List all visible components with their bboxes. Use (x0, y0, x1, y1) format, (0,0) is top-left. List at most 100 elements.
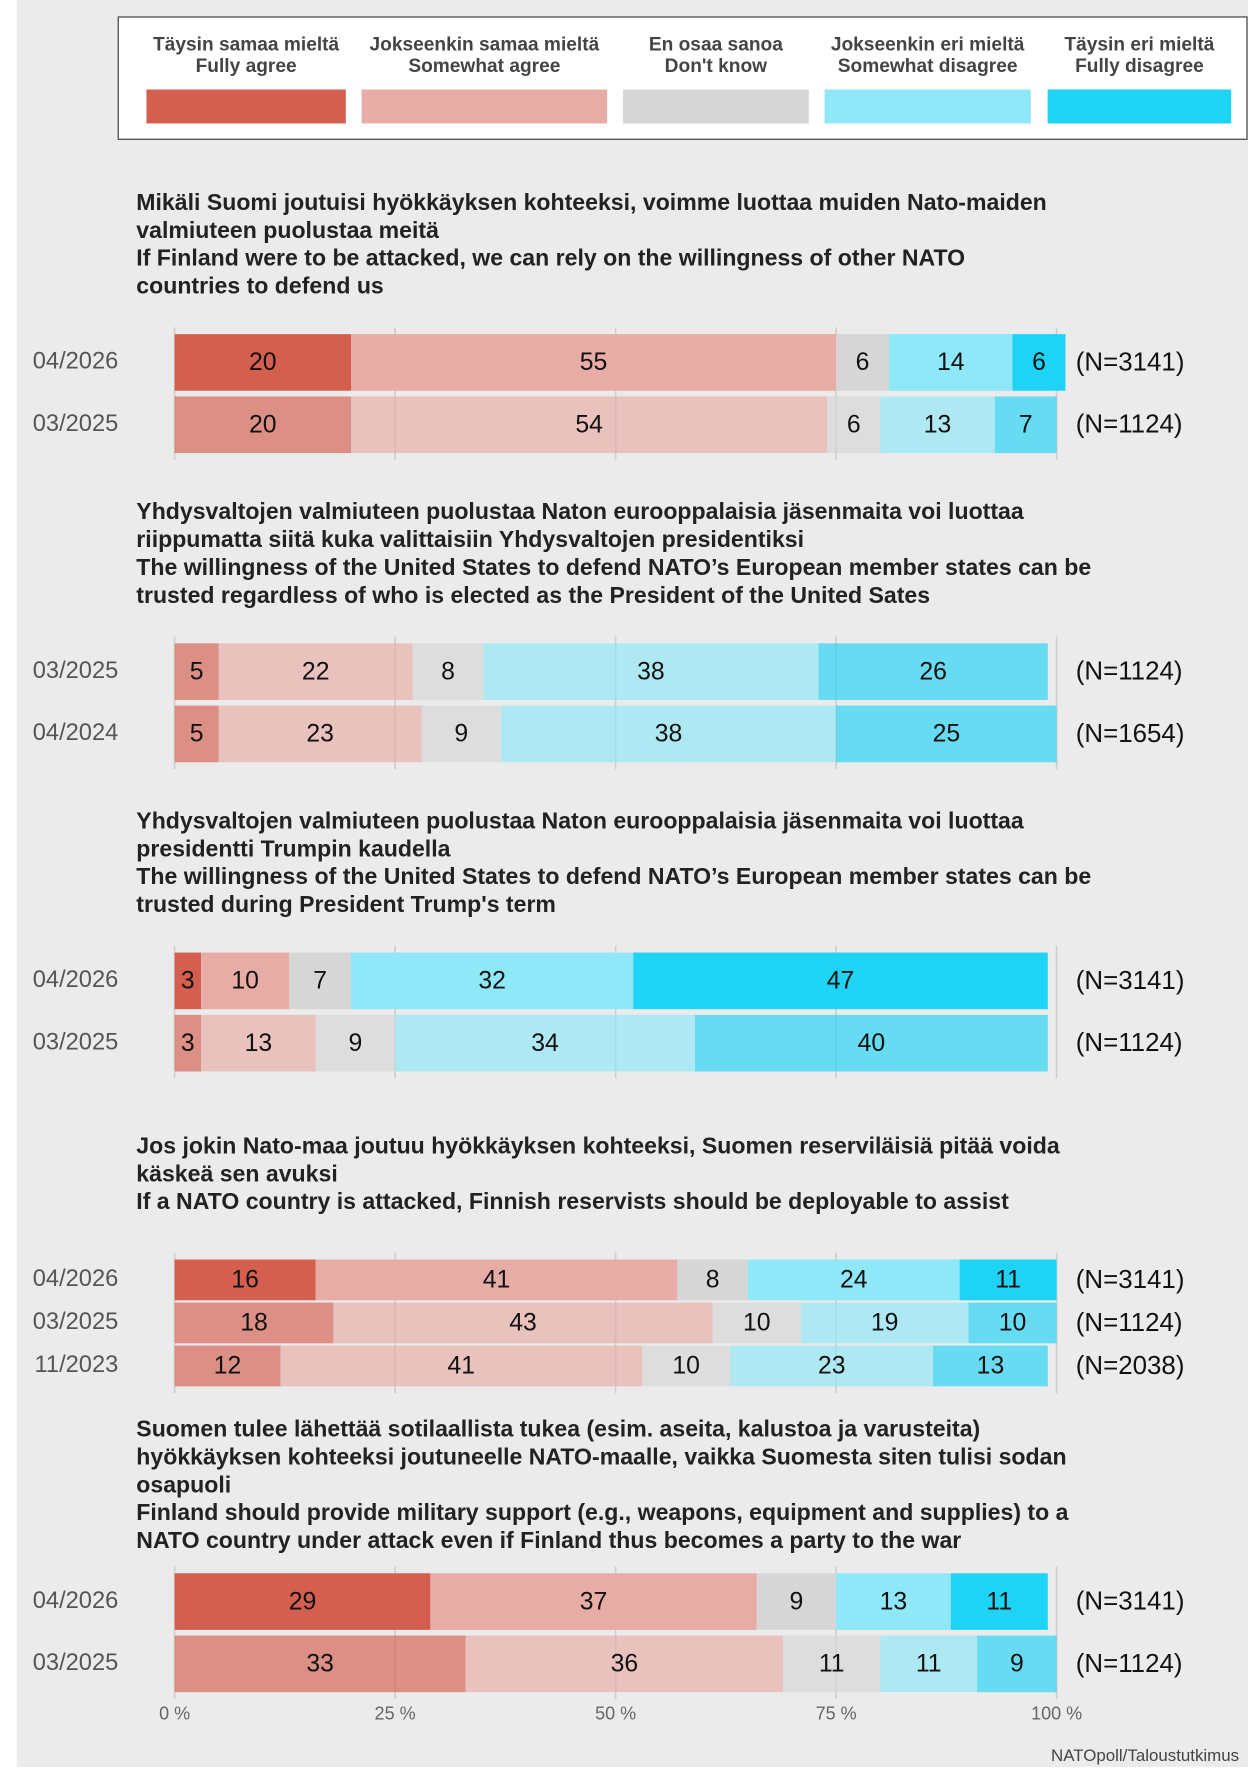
bar-segment (174, 396, 352, 454)
x-tick-label: 25 % (375, 1704, 416, 1724)
bar-segment (968, 1302, 1057, 1344)
value-label: 33 (306, 1651, 334, 1678)
row-label: 04/2026 (33, 1588, 119, 1614)
value-label: 11 (916, 1651, 942, 1678)
n-label: (N=1124) (1076, 656, 1183, 686)
value-label: 23 (818, 1353, 846, 1380)
value-label: 14 (937, 349, 965, 376)
panel-title: Suomen tulee lähettää sotilaallista tuke… (136, 1416, 980, 1442)
bar-segment (880, 1635, 978, 1693)
panel-title: Yhdysvaltojen valmiuteen puolustaa Naton… (136, 807, 1025, 833)
value-label: 13 (977, 1353, 1005, 1380)
n-label: (N=1124) (1076, 1307, 1183, 1337)
bar-segment (694, 1014, 1048, 1072)
value-label: 41 (483, 1267, 511, 1294)
panel-title: countries to defend us (136, 273, 383, 299)
n-label: (N=3141) (1076, 1586, 1185, 1616)
bar-segment (351, 334, 837, 391)
bar-segment (756, 1573, 837, 1630)
value-label: 23 (306, 721, 334, 748)
panel-title: trusted regardless of who is elected as … (136, 582, 930, 608)
bar-segment (959, 1259, 1057, 1301)
bar-segment (642, 1345, 731, 1387)
panel-title: If Finland were to be attacked, we can r… (136, 245, 965, 271)
value-label: 7 (1019, 411, 1033, 438)
bar-segment (395, 1014, 695, 1072)
panel-title: NATO country under attack even if Finlan… (136, 1527, 961, 1553)
value-label: 8 (706, 1267, 720, 1294)
panel-title: Yhdysvaltojen valmiuteen puolustaa Naton… (136, 498, 1025, 524)
bar-segment (174, 1302, 334, 1344)
x-tick-label: 100 % (1031, 1704, 1082, 1724)
legend-label: En osaa sanoa (649, 34, 783, 55)
value-label: 43 (509, 1310, 537, 1337)
legend-label: Jokseenkin samaa mieltä (369, 34, 599, 55)
legend-label: Somewhat agree (408, 56, 560, 77)
value-label: 24 (840, 1267, 868, 1294)
panel-title: If a NATO country is attacked, Finnish r… (136, 1188, 1009, 1214)
bar-segment (218, 705, 422, 763)
bar-segment (483, 643, 819, 700)
value-label: 19 (871, 1310, 899, 1337)
value-label: 8 (441, 658, 455, 685)
bar-segment (1012, 334, 1066, 391)
value-label: 38 (637, 658, 665, 685)
panel-title: The willingness of the United States to … (136, 863, 1091, 889)
panel-title: Mikäli Suomi joutuisi hyökkäyksen kohtee… (136, 189, 1046, 215)
legend-swatch (146, 89, 346, 124)
row-label: 03/2025 (33, 1309, 119, 1335)
value-label: 11 (995, 1267, 1021, 1294)
n-label: (N=3141) (1076, 965, 1185, 995)
value-label: 10 (743, 1310, 771, 1337)
panel-title: hyökkäyksen kohteeksi joutuneelle NATO-m… (136, 1443, 1066, 1469)
value-label: 6 (847, 411, 861, 438)
x-tick-label: 0 % (159, 1704, 190, 1724)
row-label: 04/2026 (33, 349, 119, 375)
row-label: 03/2025 (33, 1029, 119, 1055)
row-label: 11/2023 (35, 1352, 119, 1378)
legend-label: Fully disagree (1075, 56, 1204, 77)
legend-swatch (824, 89, 1031, 124)
bar-segment (174, 1259, 316, 1301)
panel-title: Jos jokin Nato-maa joutuu hyökkäyksen ko… (136, 1132, 1061, 1158)
bar-segment (351, 952, 634, 1010)
value-label: 9 (349, 1030, 363, 1057)
value-label: 6 (856, 349, 870, 376)
value-label: 32 (478, 968, 506, 995)
bar-segment (818, 643, 1048, 700)
bar-segment (174, 643, 219, 700)
x-tick-label: 50 % (595, 1704, 636, 1724)
value-label: 3 (181, 968, 195, 995)
bar-segment (174, 1573, 431, 1630)
bar-segment (333, 1302, 713, 1344)
value-label: 13 (924, 411, 952, 438)
bar-segment (174, 1635, 466, 1693)
value-label: 9 (790, 1588, 804, 1615)
panel-title: The willingness of the United States to … (136, 554, 1091, 580)
bar-segment (836, 705, 1057, 763)
value-label: 20 (249, 349, 277, 376)
bar-segment (289, 952, 352, 1010)
bar-segment (201, 1014, 316, 1072)
value-label: 18 (240, 1310, 268, 1337)
legend-swatch (1047, 89, 1232, 124)
bar-segment (977, 1635, 1057, 1693)
value-label: 13 (245, 1030, 273, 1057)
legend-label: Fully agree (196, 56, 297, 77)
bar-segment (421, 705, 501, 763)
legend-swatch (361, 89, 608, 124)
x-tick-label: 75 % (816, 1704, 857, 1724)
panel-title: käskeä sen avuksi (136, 1160, 337, 1186)
bar-segment (933, 1345, 1048, 1387)
bar-segment (465, 1635, 784, 1693)
bar-segment (950, 1573, 1048, 1630)
bar-segment (174, 952, 202, 1010)
value-label: 11 (819, 1651, 845, 1678)
value-label: 36 (611, 1651, 639, 1678)
bar-segment (174, 334, 352, 391)
value-label: 26 (919, 658, 947, 685)
bar-segment (174, 1014, 202, 1072)
row-label: 03/2025 (33, 1650, 119, 1676)
value-label: 16 (231, 1267, 259, 1294)
